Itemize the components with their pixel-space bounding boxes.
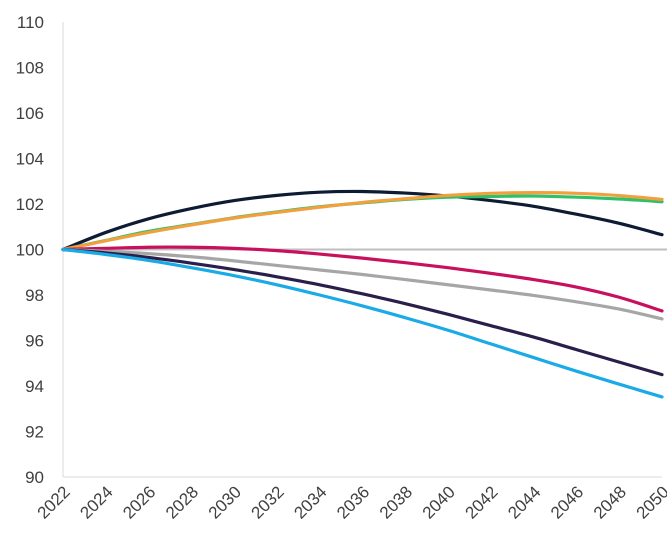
series-line-1 [61,189,664,252]
y-tick-label: 94 [25,377,44,396]
y-tick-label: 98 [25,286,44,305]
series-line-6 [61,247,664,377]
x-tick-label: 2042 [462,482,502,522]
x-axis-tick-labels: 2022 2024 2026 2028 2030 2032 2034 2036 2038 2040… [34,482,667,522]
axes [62,22,667,478]
x-tick-label: 2048 [590,482,630,522]
series-line-3 [61,191,664,252]
x-tick-label: 2038 [376,482,416,522]
series-line-5 [61,247,664,321]
x-tick-label: 2034 [290,482,330,522]
x-tick-label: 2028 [162,482,202,522]
y-tick-label: 96 [25,332,44,351]
x-tick-label: 2050 [633,482,667,522]
x-tick-label: 2024 [76,482,116,522]
y-tick-label: 104 [16,150,44,169]
x-tick-label: 2046 [547,482,587,522]
y-tick-label: 90 [25,468,44,487]
x-tick-label: 2032 [248,482,288,522]
y-tick-label: 92 [25,423,44,442]
x-tick-label: 2044 [504,482,544,522]
x-tick-label: 2036 [333,482,373,522]
y-tick-label: 108 [16,59,44,78]
x-tick-label: 2030 [205,482,245,522]
y-tick-label: 102 [16,195,44,214]
y-tick-label: 106 [16,104,44,123]
series-line-7 [61,247,664,399]
y-axis-tick-labels: 90 92 94 96 98 100 102 104 106 108 110 [16,13,44,487]
series-lines [61,189,664,399]
x-tick-label: 2026 [119,482,159,522]
series-line-4 [61,245,664,313]
y-tick-label: 100 [16,241,44,260]
series-line-2 [61,194,664,252]
x-tick-label: 2022 [34,482,74,522]
y-tick-label: 110 [17,13,44,32]
x-tick-label: 2040 [419,482,459,522]
